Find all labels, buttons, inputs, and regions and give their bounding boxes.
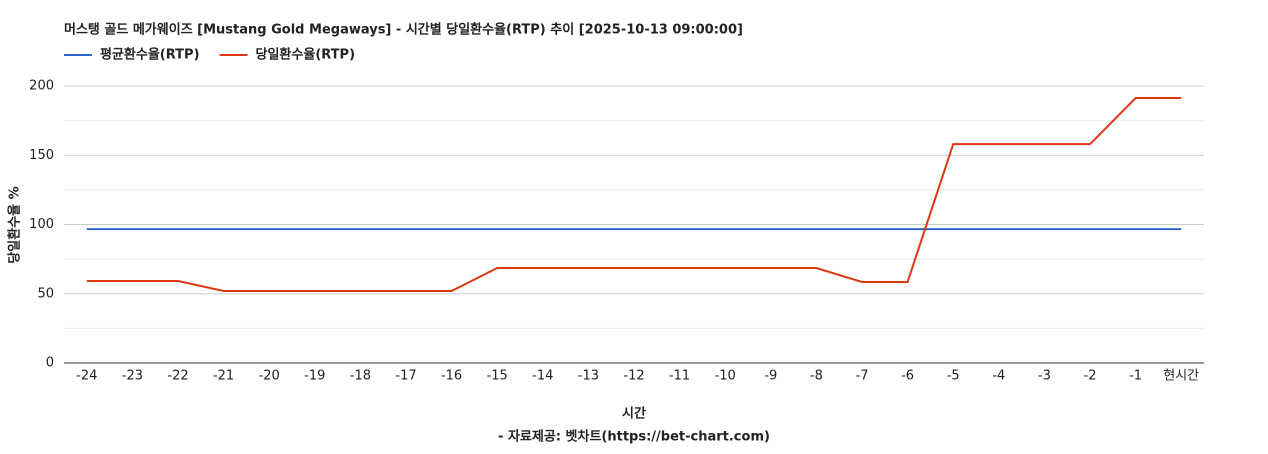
x-tick-label: -6 [901, 369, 914, 384]
y-tick-label: 50 [37, 286, 54, 301]
x-tick-label: -22 [167, 369, 188, 384]
x-tick-label: -7 [856, 369, 869, 384]
x-tick-label: -12 [623, 369, 644, 384]
x-tick-label: -20 [259, 369, 280, 384]
legend-label: 평균환수율(RTP) [100, 47, 200, 63]
x-tick-label: -9 [764, 369, 777, 384]
x-tick-label: -19 [304, 369, 325, 384]
y-axis-label: 당일환수율 % [7, 186, 23, 263]
x-axis-label: 시간 [622, 406, 646, 422]
x-tick-label: -14 [532, 369, 553, 384]
chart-title: 머스탱 골드 메가웨이즈 [Mustang Gold Megaways] - 시… [64, 22, 743, 38]
x-tick-label: -1 [1129, 369, 1142, 384]
legend-label: 당일환수율(RTP) [256, 47, 356, 63]
x-tick-label: -16 [441, 369, 462, 384]
y-tick-label: 100 [29, 217, 54, 232]
y-tick-label: 200 [29, 79, 54, 94]
source: - 자료제공: 벳차트(https://bet-chart.com) [498, 429, 770, 445]
x-tick-label: -23 [122, 369, 143, 384]
x-tick-label: -11 [669, 369, 690, 384]
y-tick-label: 0 [46, 356, 54, 371]
x-tick-label: -18 [350, 369, 371, 384]
x-tick-label: -10 [715, 369, 736, 384]
x-tick-label: -15 [487, 369, 508, 384]
y-tick-label: 150 [29, 148, 54, 163]
x-tick-label: 현시간 [1163, 369, 1199, 384]
x-tick-label: -8 [810, 369, 823, 384]
x-tick-label: -13 [578, 369, 599, 384]
x-tick-label: -3 [1038, 369, 1051, 384]
x-tick-label: -4 [992, 369, 1005, 384]
series-line [86, 97, 1182, 292]
x-tick-label: -24 [76, 369, 97, 384]
x-tick-label: -21 [213, 369, 234, 384]
x-tick-label: -2 [1084, 369, 1097, 384]
x-tick-label: -5 [947, 369, 960, 384]
x-tick-label: -17 [395, 369, 416, 384]
